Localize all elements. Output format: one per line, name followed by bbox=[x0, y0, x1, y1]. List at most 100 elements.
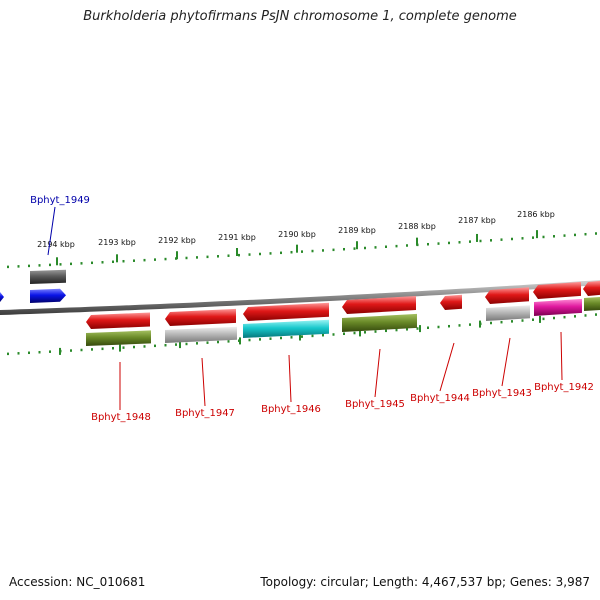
scale-dot bbox=[238, 253, 240, 257]
gene-block bbox=[165, 326, 237, 343]
gene-label: Bphyt_1942 bbox=[534, 382, 594, 393]
scale-dot bbox=[59, 263, 62, 266]
scale-dot bbox=[196, 256, 198, 259]
map-title: Burkholderia phytofirmans PsJN chromosom… bbox=[83, 9, 517, 24]
gene-leader-line bbox=[374, 348, 381, 398]
scale-dot bbox=[227, 340, 230, 343]
gene-leader-line bbox=[560, 331, 563, 381]
scale-dot bbox=[353, 247, 356, 250]
scale-dot bbox=[290, 336, 293, 339]
scale-dot bbox=[248, 338, 251, 342]
scale-dot bbox=[532, 236, 534, 239]
scale-dot bbox=[91, 261, 93, 265]
scale-dot bbox=[553, 316, 555, 320]
gene-block bbox=[342, 313, 417, 332]
scale-dot bbox=[490, 239, 492, 242]
scale-dot bbox=[574, 315, 576, 318]
scale-dot bbox=[17, 265, 20, 268]
scale-dot bbox=[280, 336, 282, 340]
scale-dot bbox=[269, 337, 272, 340]
gene-leader-line bbox=[501, 337, 511, 387]
scale-dot bbox=[133, 345, 135, 349]
gene-leader-line bbox=[288, 354, 292, 403]
gene-leader-line bbox=[201, 357, 206, 407]
scale-dot bbox=[164, 343, 167, 347]
scale-dot bbox=[17, 352, 20, 355]
scale-dot bbox=[479, 239, 482, 243]
scale-dot bbox=[511, 320, 513, 323]
scale-dot bbox=[563, 315, 566, 319]
scale-dot bbox=[112, 260, 114, 264]
gene-arrow-reverse bbox=[86, 312, 150, 329]
tick-label: 2190 kbp bbox=[278, 230, 316, 239]
scale-dot bbox=[542, 317, 545, 321]
scale-dot bbox=[154, 344, 156, 348]
scale-dot bbox=[322, 249, 324, 252]
scale-dot bbox=[511, 237, 513, 241]
scale-dot bbox=[364, 331, 366, 334]
scale-dot bbox=[406, 244, 408, 247]
gene-label: Bphyt_1948 bbox=[91, 412, 151, 423]
scale-dot bbox=[227, 254, 230, 257]
tick-label: 2194 kbp bbox=[37, 240, 75, 249]
inner-scale-track bbox=[7, 313, 597, 356]
major-tick bbox=[119, 344, 121, 352]
scale-dot bbox=[448, 324, 450, 328]
scale-dot bbox=[332, 248, 335, 252]
scale-dot bbox=[374, 246, 377, 249]
major-tick bbox=[236, 248, 238, 257]
scale-dot bbox=[143, 345, 146, 348]
tick-label: 2188 kbp bbox=[398, 222, 436, 231]
scale-dot bbox=[437, 242, 440, 245]
scale-dot bbox=[553, 235, 555, 238]
scale-dot bbox=[196, 342, 198, 345]
gene-block bbox=[534, 298, 582, 316]
scale-dot bbox=[332, 333, 335, 336]
major-tick bbox=[296, 244, 298, 253]
outer-scale-track bbox=[7, 230, 597, 269]
major-tick bbox=[176, 251, 178, 260]
gene-arrow-reverse bbox=[583, 280, 600, 296]
scale-dot bbox=[185, 256, 188, 260]
scale-dot bbox=[7, 352, 9, 356]
scale-dot bbox=[38, 264, 41, 267]
major-tick bbox=[476, 233, 478, 242]
scale-dot bbox=[395, 244, 398, 248]
scale-dot bbox=[500, 320, 503, 324]
scale-dot bbox=[301, 250, 303, 253]
major-tick bbox=[356, 241, 358, 250]
gene-leader-line bbox=[439, 342, 455, 392]
scale-dot bbox=[343, 247, 345, 251]
gene-label: Bphyt_1943 bbox=[472, 388, 532, 399]
scale-dot bbox=[469, 323, 471, 326]
scale-dot bbox=[584, 232, 587, 236]
tick-label: 2192 kbp bbox=[158, 236, 196, 245]
scale-dot bbox=[206, 341, 209, 344]
scale-dot bbox=[395, 328, 398, 332]
gene-label: Bphyt_1949 bbox=[30, 195, 90, 206]
scale-dot bbox=[416, 327, 419, 330]
scale-dot bbox=[7, 265, 9, 269]
tick-label: 2186 kbp bbox=[517, 210, 555, 219]
scale-dot bbox=[427, 326, 429, 330]
scale-dot bbox=[563, 234, 566, 237]
scale-dot bbox=[80, 348, 83, 352]
gene-label: Bphyt_1947 bbox=[175, 408, 235, 419]
scale-dot bbox=[28, 351, 30, 355]
major-tick bbox=[179, 341, 181, 349]
scale-dot bbox=[448, 241, 450, 245]
gene-block bbox=[86, 330, 151, 346]
scale-dot bbox=[469, 240, 471, 243]
major-tick bbox=[56, 257, 58, 266]
gene-block bbox=[243, 319, 329, 338]
gene-arrow-reverse bbox=[440, 294, 462, 310]
scale-dot bbox=[595, 313, 597, 316]
gene-label: Bphyt_1946 bbox=[261, 404, 321, 415]
scale-dot bbox=[133, 259, 135, 262]
major-tick bbox=[299, 333, 301, 341]
scale-dot bbox=[248, 253, 251, 256]
gene-label: Bphyt_1945 bbox=[345, 399, 405, 410]
gene-arrow-reverse bbox=[165, 308, 236, 326]
gene-label: Bphyt_1944 bbox=[410, 393, 470, 404]
